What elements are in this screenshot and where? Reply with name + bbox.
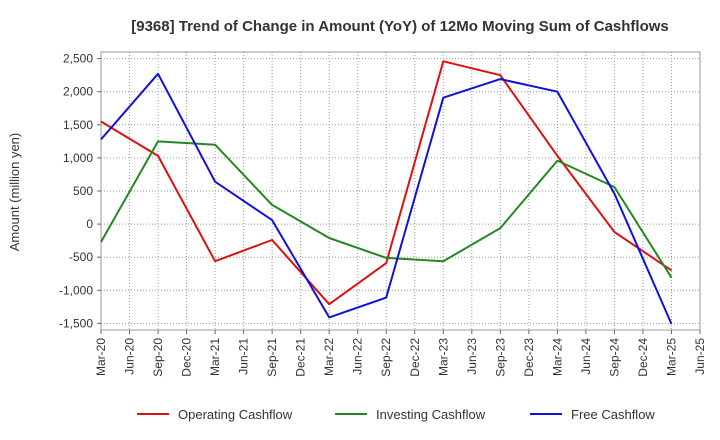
x-tick-label: Jun-24 [579, 338, 593, 375]
x-tick-label: Sep-20 [151, 338, 165, 377]
y-tick-label: 1,500 [63, 118, 93, 132]
x-tick-label: Jun-23 [465, 338, 479, 375]
x-tick-label: Jun-22 [351, 338, 365, 375]
y-tick-label: 2,000 [63, 85, 93, 99]
x-tick-label: Dec-20 [180, 338, 194, 377]
x-tick-label: Mar-25 [664, 338, 678, 376]
y-tick-label: 1,000 [63, 151, 93, 165]
y-tick-label: 2,500 [63, 52, 93, 66]
legend-label-free-cashflow: Free Cashflow [571, 407, 655, 422]
operating-cashflow-line [100, 60, 673, 306]
y-tick-label: -500 [69, 250, 93, 264]
y-axis-label: Amount (million yen) [7, 133, 22, 252]
x-tick-label: Jun-21 [237, 338, 251, 375]
plot-frame [100, 51, 701, 331]
free-cashflow-line [100, 72, 673, 325]
x-tick-label: Mar-20 [94, 338, 108, 376]
x-tick-label: Dec-23 [522, 338, 536, 377]
x-tick-label: Mar-24 [550, 338, 564, 376]
series-layer [100, 60, 673, 325]
x-tick-label: Sep-22 [379, 338, 393, 377]
legend-label-operating-cashflow: Operating Cashflow [178, 407, 293, 422]
x-tick-label: Sep-24 [607, 338, 621, 377]
x-tick-label: Sep-23 [493, 338, 507, 377]
y-tick-label: 0 [86, 217, 93, 231]
x-tick-label: Dec-22 [408, 338, 422, 377]
x-tick-label: Mar-21 [208, 338, 222, 376]
y-tick-label: -1,500 [59, 316, 93, 330]
legend-label-investing-cashflow: Investing Cashflow [376, 407, 486, 422]
x-tick-label: Jun-25 [693, 338, 707, 375]
legend: Operating Cashflow Investing Cashflow Free… [137, 407, 655, 422]
chart-title: [9368] Trend of Change in Amount (YoY) o… [131, 18, 669, 35]
y-tick-label: 500 [73, 184, 93, 198]
axis-layer: 2,500 2,000 1,500 1,000 500 0 -500 -1,000 -1,500… [59, 52, 707, 377]
grid-layer [100, 51, 701, 331]
y-tick-label: -1,000 [59, 283, 93, 297]
x-tick-label: Mar-23 [436, 338, 450, 376]
x-tick-label: Dec-24 [636, 338, 650, 377]
x-tick-label: Sep-21 [265, 338, 279, 377]
x-tick-label: Dec-21 [294, 338, 308, 377]
x-tick-label: Jun-20 [123, 338, 137, 375]
x-tick-label: Mar-22 [322, 338, 336, 376]
